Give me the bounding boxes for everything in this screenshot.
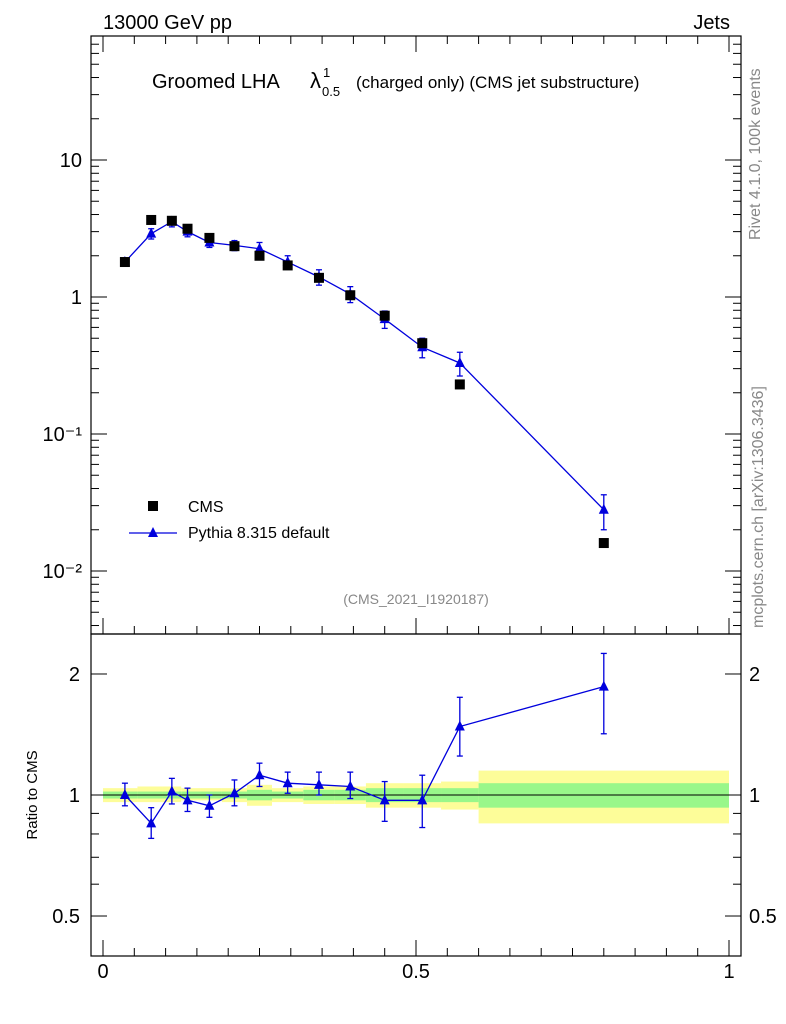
cms-point (454, 379, 465, 390)
cms-point (254, 250, 265, 261)
main-y-tick-label: 10 (60, 150, 82, 172)
ratio-point (454, 720, 465, 731)
ratio-point (166, 785, 177, 796)
axis-ticks (91, 36, 741, 956)
x-tick-label: 1 (723, 961, 734, 983)
legend-pythia-label: Pythia 8.315 default (188, 525, 330, 542)
ratio-y-tick-label-left: 1 (69, 785, 80, 807)
x-tick-label: 0.5 (402, 961, 430, 983)
ratio-point (182, 794, 193, 805)
ratio-point (229, 787, 240, 798)
ratio-point (119, 789, 130, 799)
category-label: Jets (693, 12, 730, 34)
ratio-y-tick-labels: 0.5 0.5 1 1 2 2 (52, 664, 777, 928)
cms-point (229, 241, 240, 252)
ratio-y-axis-label: Ratio to CMS (24, 750, 41, 839)
cms-point (182, 223, 193, 234)
cms-series (119, 214, 609, 549)
mcplots-label: mcplots.cern.ch [arXiv:1306.3436] (750, 386, 767, 628)
ratio-point (379, 794, 390, 805)
legend-pythia-marker (148, 527, 158, 537)
pythia-series (119, 215, 609, 531)
main-y-tick-label: 10⁻¹ (43, 424, 83, 446)
cms-point (417, 338, 428, 349)
cms-point (119, 257, 130, 268)
legend-cms-label: CMS (188, 499, 224, 516)
ratio-point (146, 817, 157, 828)
ratio-point (598, 680, 609, 691)
analysis-id: (CMS_2021_I1920187) (343, 591, 489, 607)
ratio-y-tick-label-right: 2 (749, 664, 760, 686)
pythia-point (598, 503, 609, 514)
title-main: Groomed LHA (152, 71, 280, 93)
cms-point (282, 260, 293, 271)
x-tick-labels: 0 0.5 1 (97, 961, 734, 983)
pythia-point (254, 242, 265, 253)
pythia-line (124, 220, 605, 511)
title-lambda: λ (310, 68, 321, 93)
ratio-point (204, 799, 215, 810)
ratio-point (345, 780, 356, 791)
energy-label: 13000 GeV pp (103, 12, 232, 34)
main-frame (90, 35, 742, 635)
ratio-point (254, 769, 265, 780)
ratio-uncertainty-bands (103, 770, 729, 824)
legend-cms-marker (148, 501, 158, 511)
ratio-y-tick-label-right: 1 (749, 785, 760, 807)
x-tick-label: 0 (97, 961, 108, 983)
ratio-point (313, 778, 324, 789)
main-y-tick-labels: 10⁻² 10⁻¹ 1 10 (43, 150, 83, 583)
cms-point (379, 310, 390, 321)
cms-point (313, 272, 324, 283)
ratio-series (119, 652, 609, 840)
title-sub: 0.5 (322, 84, 340, 99)
cms-point (204, 232, 215, 243)
cms-point (598, 538, 609, 549)
legend: CMS Pythia 8.315 default (129, 499, 330, 542)
ratio-y-tick-label-left: 0.5 (52, 906, 80, 928)
ratio-point (417, 794, 428, 805)
main-y-tick-label: 10⁻² (43, 561, 83, 583)
cms-point (345, 290, 356, 301)
plot-title: Groomed LHA λ 1 0.5 (charged only) (CMS … (152, 65, 639, 99)
main-y-tick-label: 1 (71, 287, 82, 309)
title-rest: (charged only) (CMS jet substructure) (356, 73, 639, 92)
cms-point (146, 214, 157, 225)
ratio-y-tick-label-left: 2 (69, 664, 80, 686)
title-sup: 1 (323, 65, 330, 80)
rivet-version-label: Rivet 4.1.0, 100k events (747, 68, 764, 240)
ratio-point (282, 777, 293, 788)
pythia-point (146, 227, 157, 238)
pythia-point (454, 356, 465, 367)
ratio-y-tick-label-right: 0.5 (749, 906, 777, 928)
cms-point (166, 215, 177, 226)
